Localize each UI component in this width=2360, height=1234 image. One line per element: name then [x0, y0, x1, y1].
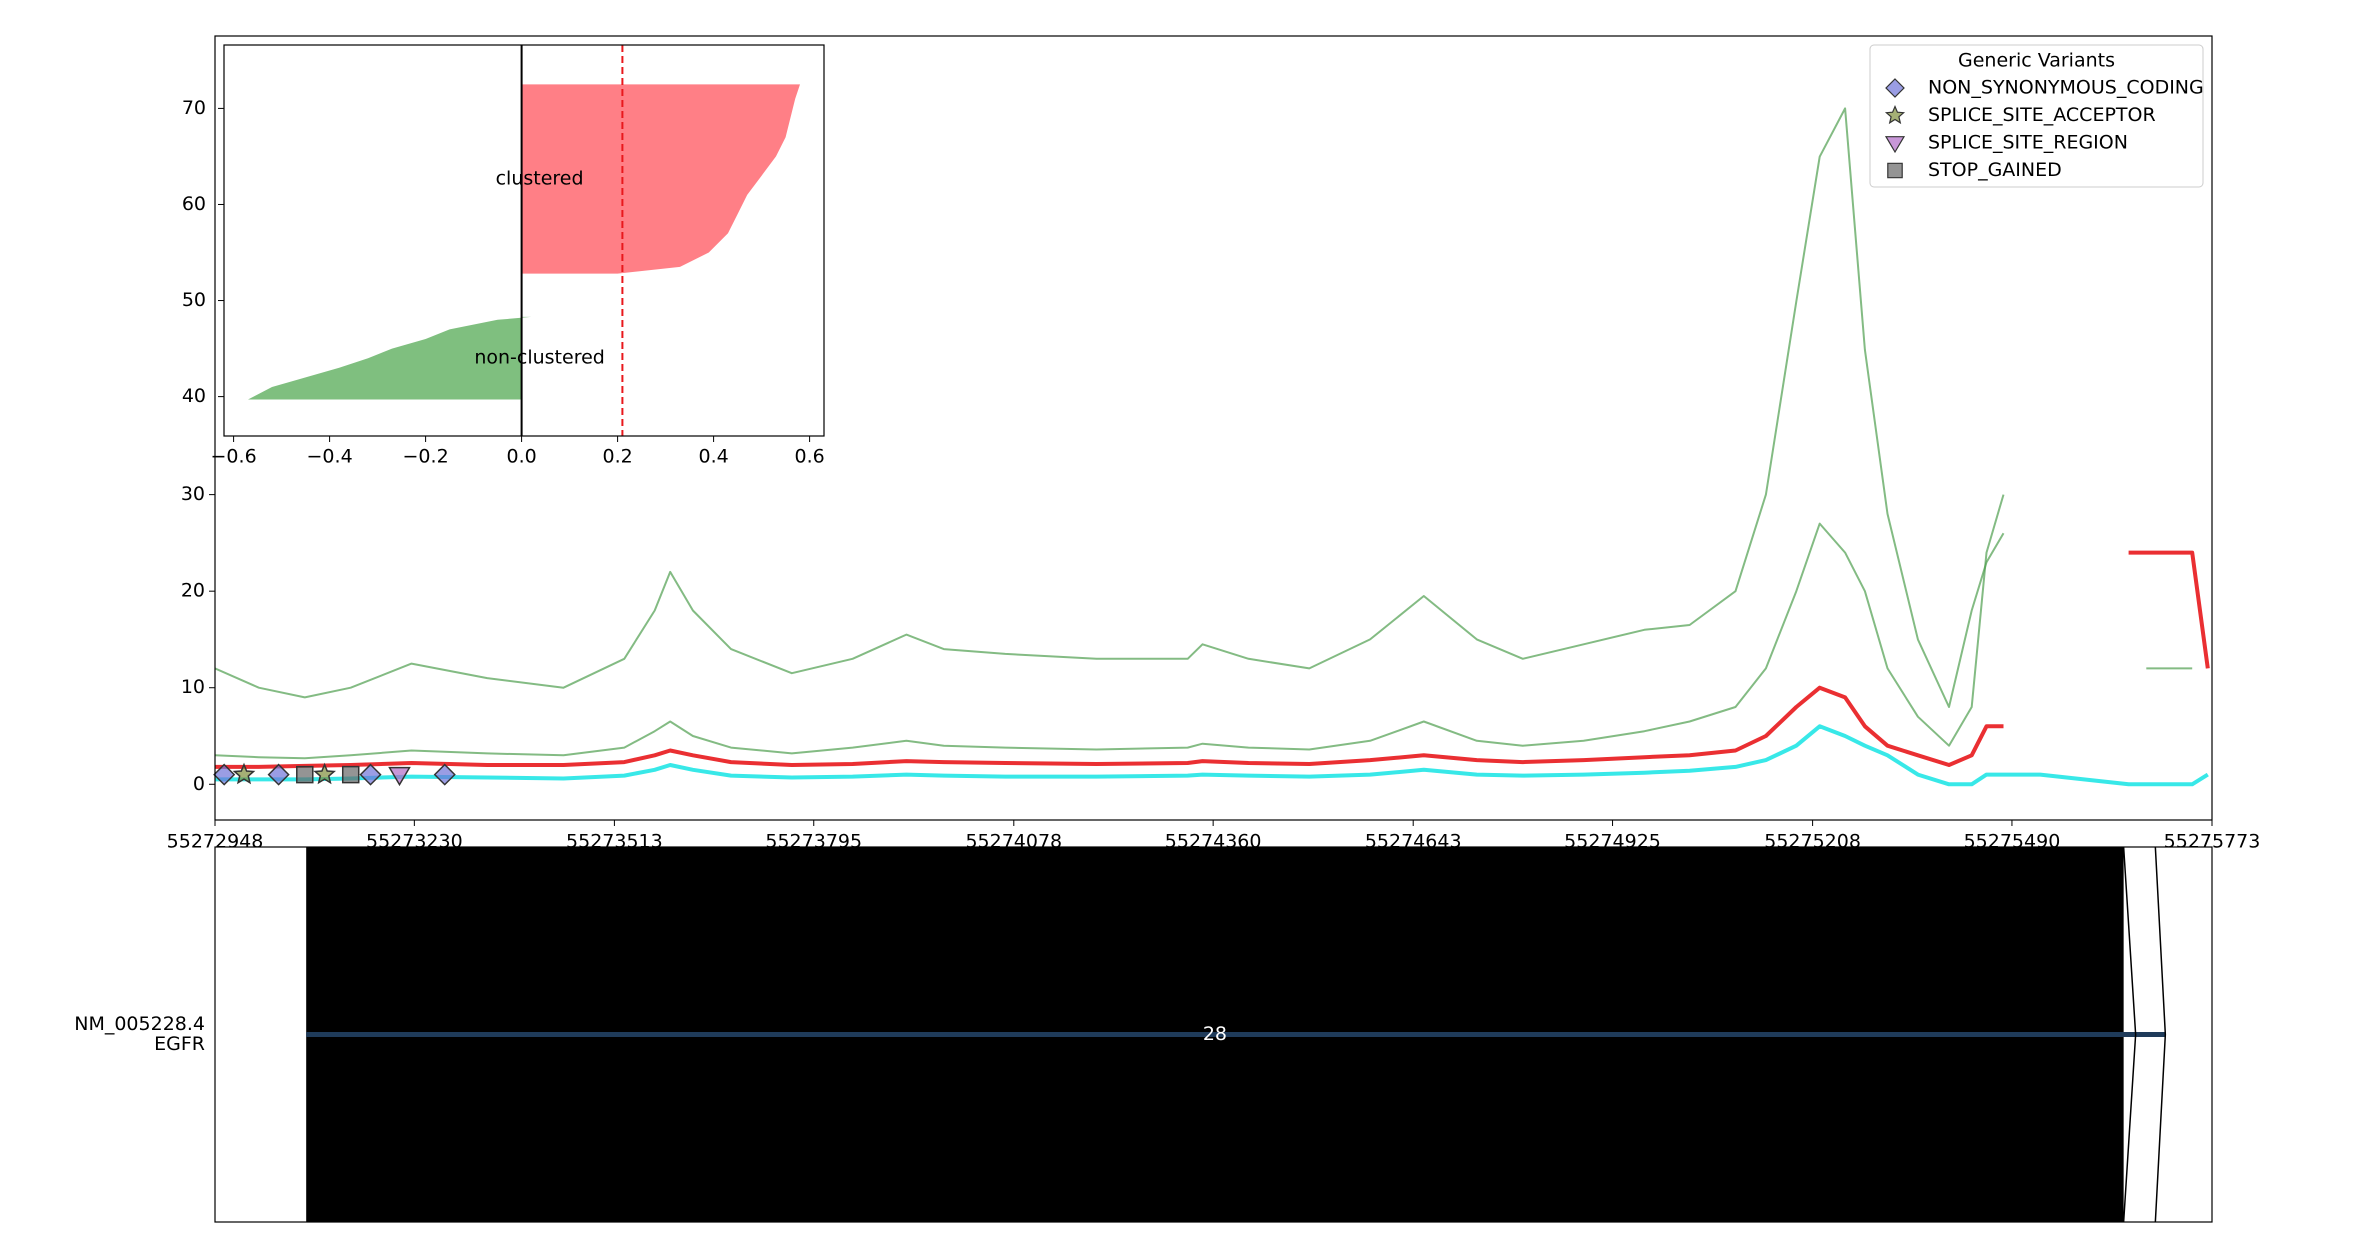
x-tick-label: −0.4 [307, 446, 353, 468]
variant-marker [213, 763, 236, 786]
x-tick-label: 0.4 [698, 446, 728, 468]
variant-marker [388, 766, 411, 787]
y-tick-label: 40 [182, 385, 206, 407]
x-tick-label: −0.6 [211, 446, 257, 468]
y-tick-label: 10 [181, 676, 205, 698]
series-line [215, 724, 2209, 787]
exon-label: 28 [1203, 1023, 1227, 1045]
variant-marker [232, 762, 256, 785]
plot-area [215, 107, 2210, 787]
y-tick-label: 60 [182, 193, 206, 215]
legend-box [1869, 44, 2204, 188]
variant-marker [359, 763, 382, 786]
legend-label: SPLICE_SITE_REGION [1928, 132, 2128, 154]
series-line [215, 494, 2193, 760]
variant-marker [296, 765, 314, 784]
variant-marker [313, 762, 336, 785]
legend-marker [1885, 78, 1905, 98]
legend-marker [1884, 136, 1906, 154]
y-tick-label: 70 [182, 97, 206, 119]
series-label: clustered [496, 168, 584, 190]
legend-label: SPLICE_SITE_ACCEPTOR [1928, 104, 2156, 126]
transcript-label: NM_005228.4 [74, 1013, 205, 1035]
intron-chevron [2122, 846, 2137, 1223]
y-tick-label: 0 [193, 773, 205, 795]
legend-title: Generic Variants [1958, 50, 2115, 72]
variant-marker [267, 763, 290, 786]
profile-area [248, 316, 532, 400]
x-tick-label: 0.2 [602, 446, 632, 468]
series-line [215, 550, 2210, 769]
variant-marker [433, 763, 456, 786]
y-tick-label: 50 [182, 289, 206, 311]
inset-frame [223, 44, 825, 437]
intron-chevron [2154, 846, 2167, 1223]
gene-label: EGFR [154, 1033, 205, 1055]
legend-label: NON_SYNONYMOUS_CODING [1928, 77, 2204, 99]
y-tick-label: 20 [181, 580, 205, 602]
legend-marker [1884, 104, 1906, 125]
legend-label: STOP_GAINED [1928, 159, 2062, 181]
variant-marker [341, 765, 360, 784]
legend-marker [1887, 162, 1903, 179]
profile-area [521, 84, 800, 274]
y-tick-label: 30 [181, 483, 205, 505]
x-tick-label: −0.2 [403, 446, 449, 468]
series-line [215, 107, 2005, 708]
x-tick-label: 0.6 [794, 446, 824, 468]
series-label: non-clustered [474, 347, 605, 369]
x-tick-label: 0.0 [506, 446, 536, 468]
